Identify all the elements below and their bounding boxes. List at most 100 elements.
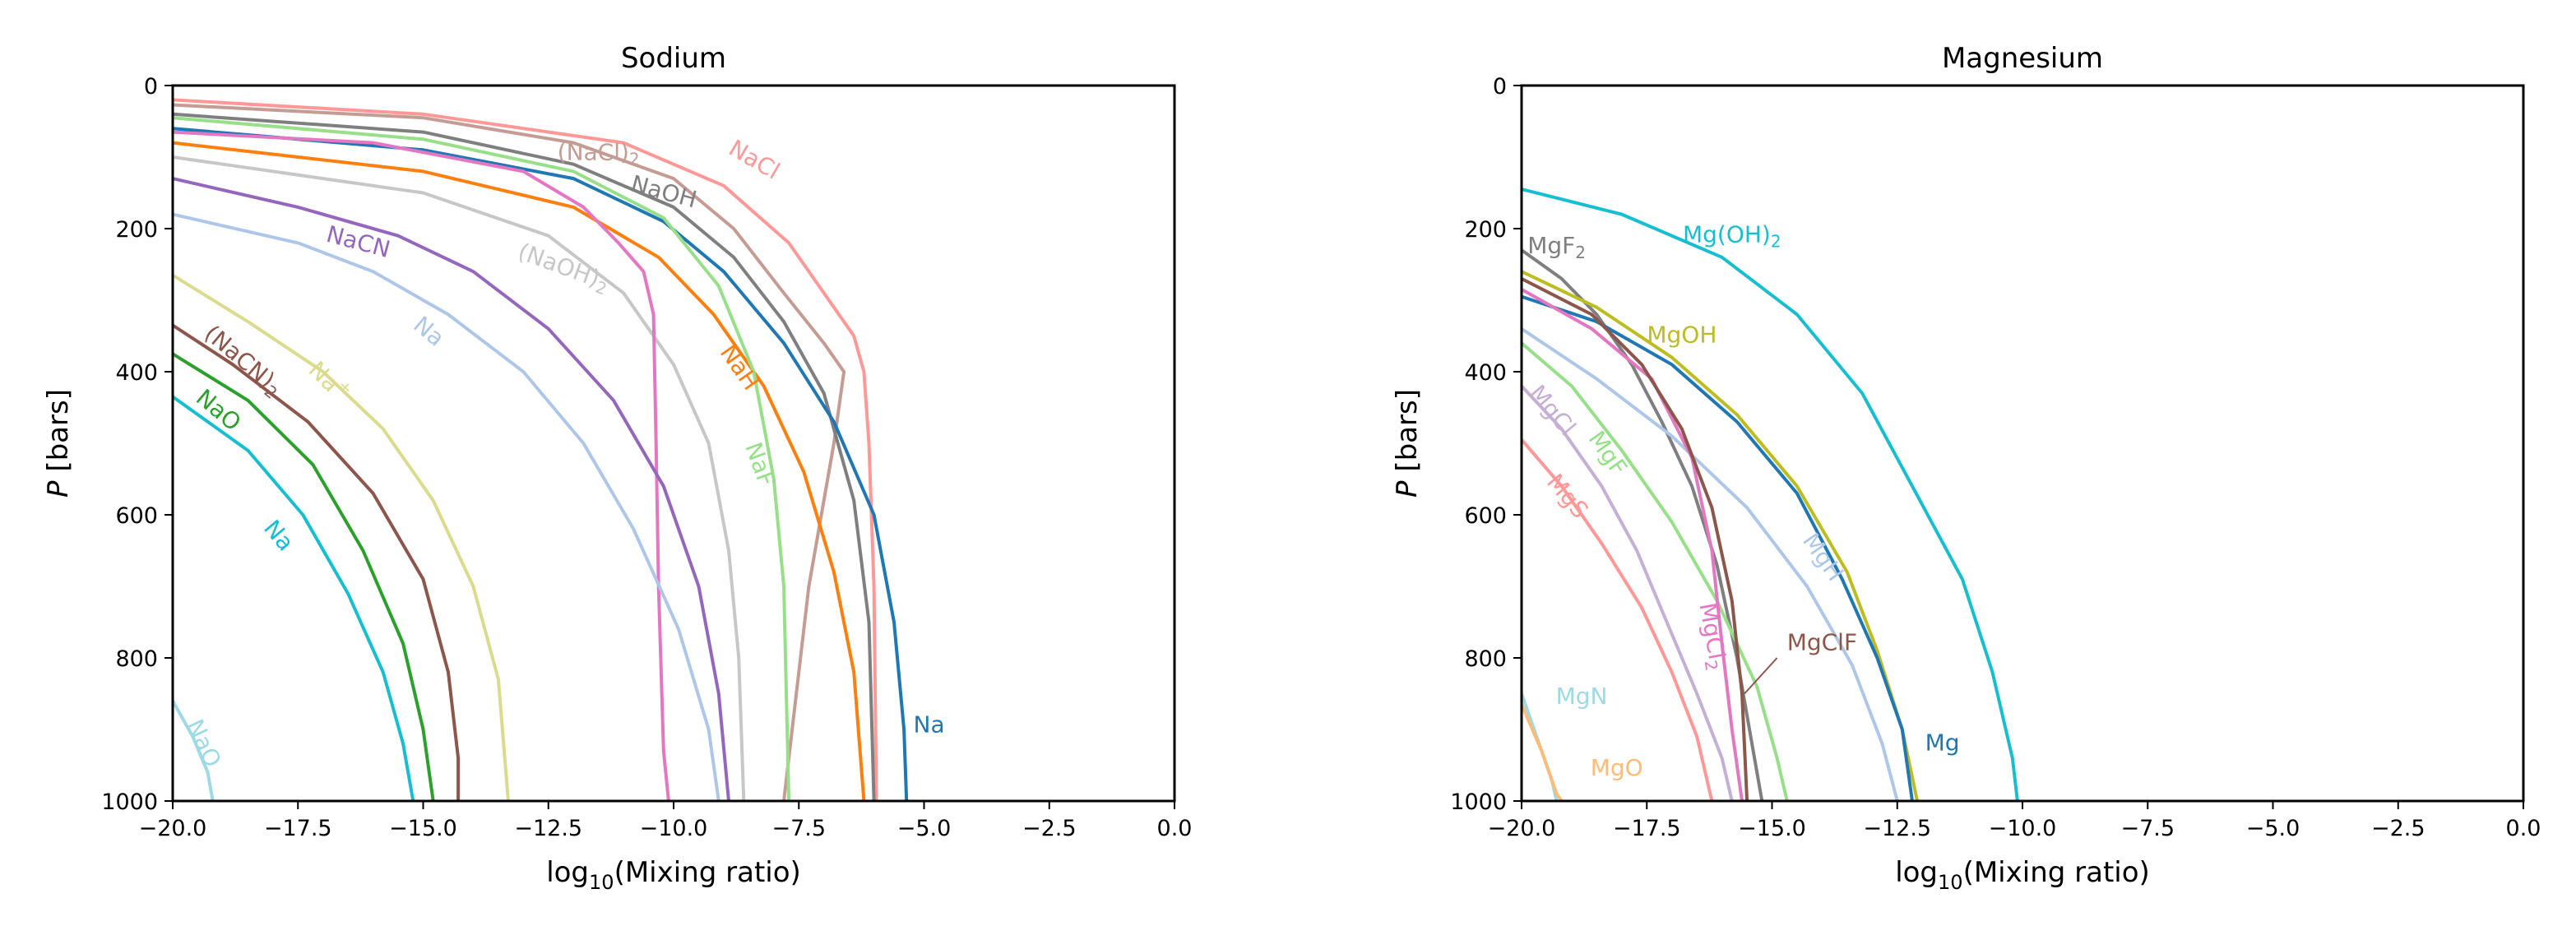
x-axis-label: log10(Mixing ratio) xyxy=(546,856,801,894)
series-label-text: Na xyxy=(408,311,449,352)
series-line-nacn xyxy=(173,177,730,801)
series-label-subscript: 2 xyxy=(1575,242,1586,262)
y-axis-label-variable: P xyxy=(1391,480,1424,498)
y-tick-label: 800 xyxy=(1464,646,1507,672)
x-axis-label-tail: (Mixing ratio) xyxy=(1963,856,2150,889)
series-line-nacl-2 xyxy=(173,103,846,801)
series-line-mgf xyxy=(1522,341,1789,801)
series-label-text: MgO xyxy=(1591,754,1643,781)
series-lines xyxy=(173,98,909,801)
y-tick-label: 600 xyxy=(115,503,158,529)
series-label-text: Na xyxy=(914,711,945,738)
x-tick-label: −7.5 xyxy=(771,816,826,841)
series-label-text: (NaCl) xyxy=(558,139,629,166)
x-tick-label: −2.5 xyxy=(2371,816,2425,841)
series-label-nao-light: NaO xyxy=(181,715,226,771)
y-tick-label: 1000 xyxy=(1450,789,1507,815)
y-tick-label: 1000 xyxy=(101,789,158,815)
series-line-na-cyan xyxy=(173,395,415,801)
y-tick-label: 0 xyxy=(1493,74,1507,100)
series-label-text: MgOH xyxy=(1647,322,1717,349)
series-label-text: MgF xyxy=(1527,232,1575,259)
y-axis-label: P [bars] xyxy=(1391,389,1424,498)
series-line-nao-light xyxy=(173,699,215,801)
series-label-mgs: MgS xyxy=(1541,469,1594,524)
y-tick-label: 200 xyxy=(115,217,158,243)
series-label-text: MgClF xyxy=(1787,629,1857,656)
series-label-text: NaO xyxy=(181,715,226,771)
series-line-nacl-pink xyxy=(173,130,670,801)
y-tick-label: 400 xyxy=(115,360,158,386)
mgclf-leader-line xyxy=(1744,657,1778,695)
series-line-nao xyxy=(173,352,435,801)
series-label-text: NaF xyxy=(739,438,781,489)
y-axis-label-unit: [bars] xyxy=(42,389,75,480)
y-tick-label: 600 xyxy=(1464,503,1507,529)
series-label-naf: NaF xyxy=(739,438,781,489)
series-label-nacl: NaCl xyxy=(725,134,785,184)
x-tick-label: −7.5 xyxy=(2120,816,2175,841)
x-tick-label: −12.5 xyxy=(514,816,582,841)
series-label-mgclf: MgClF xyxy=(1787,629,1857,656)
series-label-subscript: 2 xyxy=(1701,659,1722,673)
x-tick-label: 0.0 xyxy=(2506,816,2541,841)
series-line-mgcl xyxy=(1522,384,1734,801)
magnesium-chart: MagnesiumMg(OH)2MgF2MgOHMgMgHMgFMgClMgCl… xyxy=(1391,42,2541,894)
series-line-mgclf xyxy=(1522,276,1749,801)
series-line-mgo xyxy=(1522,702,1564,801)
series-label-text: Na xyxy=(258,515,299,556)
series-label-na-cyan: Na xyxy=(258,515,299,556)
series-label-mgn: MgN xyxy=(1556,683,1608,710)
series-label-mgo: MgO xyxy=(1591,754,1643,781)
x-tick-label: −12.5 xyxy=(1863,816,1931,841)
series-line-mgh xyxy=(1522,326,1899,801)
y-tick-label: 0 xyxy=(144,74,158,100)
x-tick-label: −2.5 xyxy=(1022,816,1077,841)
series-label-text: (NaOH) xyxy=(514,238,603,292)
x-tick-label: 0.0 xyxy=(1157,816,1193,841)
series-line-naf xyxy=(173,116,791,801)
series-line-naoh xyxy=(173,112,876,801)
series-line-mg-oh-2 xyxy=(1522,188,2019,801)
series-label-text: Mg xyxy=(1925,729,1960,756)
chart-title: Sodium xyxy=(621,42,726,75)
series-line-nacl xyxy=(173,98,878,801)
series-label-text: MgN xyxy=(1556,683,1608,710)
series-label-mg-oh-2: Mg(OH)2 xyxy=(1683,221,1781,252)
series-label-text: (NaCN) xyxy=(199,320,280,394)
x-tick-label: −5.0 xyxy=(897,816,952,841)
series-label-na-line: Na xyxy=(914,711,945,738)
series-line-nacn-2 xyxy=(173,323,461,801)
x-tick-label: −20.0 xyxy=(1488,816,1556,841)
series-lines xyxy=(1522,188,2019,801)
x-tick-label: −15.0 xyxy=(389,816,457,841)
x-axis-label-base: log xyxy=(546,856,589,889)
series-line-nah xyxy=(173,141,866,801)
x-tick-label: −15.0 xyxy=(1738,816,1806,841)
x-tick-label: −10.0 xyxy=(1989,816,2057,841)
series-line-mgs xyxy=(1522,438,1714,801)
series-label-nacl-2: (NaCl)2 xyxy=(558,139,640,169)
x-tick-label: −5.0 xyxy=(2246,816,2300,841)
x-axis-label-subscript: 10 xyxy=(589,871,614,894)
series-label-mg: Mg xyxy=(1925,729,1960,756)
series-line-na-light-blue xyxy=(173,212,720,801)
series-line-naoh-2 xyxy=(173,155,746,801)
series-label-na-light-blue: Na xyxy=(408,311,449,352)
series-label-text: Mg(OH) xyxy=(1683,221,1771,248)
series-line-na-line xyxy=(173,127,909,801)
series-label-mgoh: MgOH xyxy=(1647,322,1717,349)
x-axis-label-tail: (Mixing ratio) xyxy=(614,856,801,889)
x-axis-label-base: log xyxy=(1895,856,1938,889)
x-tick-label: −17.5 xyxy=(264,816,332,841)
series-line-mgf2 xyxy=(1522,248,1764,801)
series-label-mgf2: MgF2 xyxy=(1527,232,1586,262)
y-axis-label: P [bars] xyxy=(42,389,75,498)
x-axis-label: log10(Mixing ratio) xyxy=(1895,856,2150,894)
chart-title: Magnesium xyxy=(1942,42,2103,75)
x-tick-label: −20.0 xyxy=(139,816,207,841)
y-axis-label-variable: P xyxy=(42,480,75,498)
x-tick-label: −10.0 xyxy=(640,816,708,841)
series-line-na xyxy=(173,273,510,801)
